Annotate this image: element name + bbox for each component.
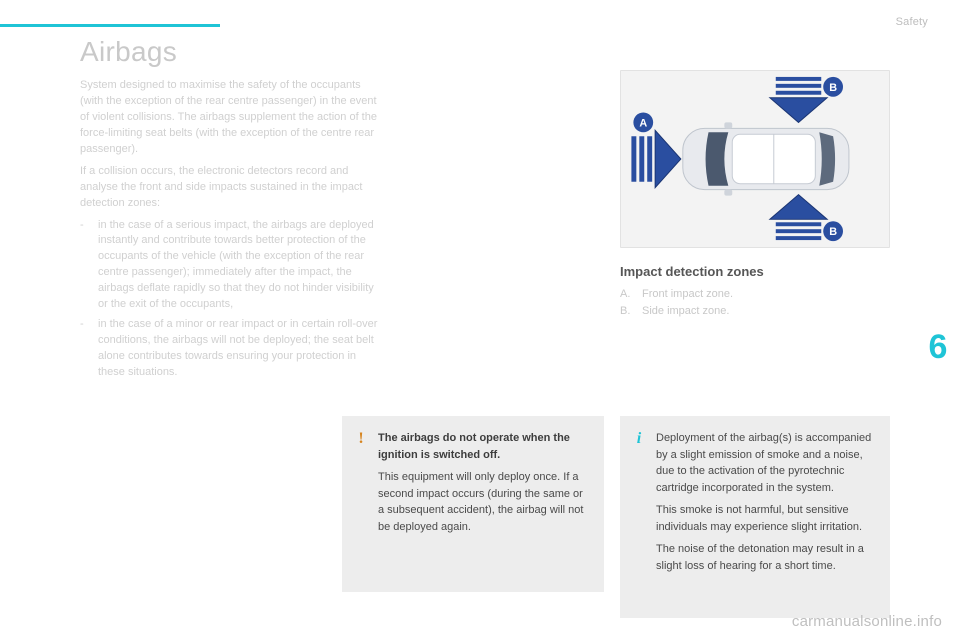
front-arrow-icon — [631, 130, 680, 187]
accent-rule — [0, 24, 220, 27]
intro-paragraph: If a collision occurs, the electronic de… — [80, 164, 380, 212]
page: Safety 6 Airbags System designed to maxi… — [0, 0, 960, 640]
dash-icon: - — [80, 218, 88, 314]
list-item: B. Side impact zone. — [620, 303, 733, 320]
label-b-text: B — [829, 82, 837, 94]
impact-list: A. Front impact zone. B. Side impact zon… — [620, 286, 733, 319]
watermark: carmanualsonline.info — [792, 613, 942, 630]
label-b-top-badge: B — [823, 77, 843, 97]
warning-callout: ! The airbags do not operate when the ig… — [342, 416, 604, 592]
list-item-label: A. — [620, 286, 634, 303]
list-item: A. Front impact zone. — [620, 286, 733, 303]
intro-paragraph: System designed to maximise the safety o… — [80, 78, 380, 158]
warning-title: The airbags do not operate when the igni… — [378, 432, 570, 461]
info-icon: i — [630, 428, 648, 446]
label-a-text: A — [639, 117, 647, 129]
svg-text:!: ! — [358, 430, 363, 445]
page-title: Airbags — [80, 36, 380, 68]
list-item-text: Side impact zone. — [642, 303, 729, 320]
breadcrumb: Safety — [896, 16, 928, 28]
impact-figure: A B B — [620, 70, 890, 248]
list-item-text: in the case of a serious impact, the air… — [98, 218, 380, 314]
impact-heading: Impact detection zones — [620, 264, 764, 279]
svg-text:i: i — [637, 430, 642, 445]
section-number-badge: 6 — [916, 320, 960, 374]
label-b-bottom-badge: B — [823, 221, 843, 241]
warning-icon: ! — [352, 428, 370, 446]
main-column: Airbags System designed to maximise the … — [80, 36, 380, 385]
intro-text: System designed to maximise the safety o… — [80, 78, 380, 381]
impact-svg: A B B — [621, 71, 889, 247]
info-paragraph: This smoke is not harmful, but sensitive… — [656, 502, 876, 535]
info-paragraph: The noise of the detonation may result i… — [656, 541, 876, 574]
list-item-text: Front impact zone. — [642, 286, 733, 303]
list-item: - in the case of a minor or rear impact … — [80, 317, 380, 381]
list-item: - in the case of a serious impact, the a… — [80, 218, 380, 314]
side-arrow-top-icon — [770, 77, 827, 122]
warning-body: This equipment will only deploy once. If… — [378, 469, 590, 535]
info-callout: i Deployment of the airbag(s) is accompa… — [620, 416, 890, 618]
label-b-text: B — [829, 226, 837, 238]
bullet-list: - in the case of a serious impact, the a… — [80, 218, 380, 381]
info-paragraph: Deployment of the airbag(s) is accompani… — [656, 430, 876, 496]
label-a-badge: A — [633, 113, 653, 133]
list-item-text: in the case of a minor or rear impact or… — [98, 317, 380, 381]
side-arrow-bottom-icon — [770, 195, 827, 240]
list-item-label: B. — [620, 303, 634, 320]
dash-icon: - — [80, 317, 88, 381]
car-icon — [683, 122, 849, 195]
